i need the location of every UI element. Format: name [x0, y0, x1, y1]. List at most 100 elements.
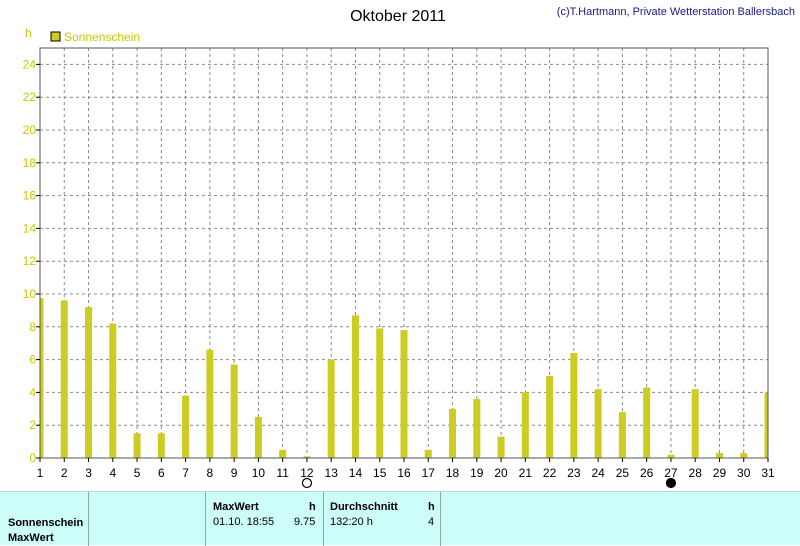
bar	[667, 454, 675, 458]
column-divider	[88, 492, 89, 546]
column-divider	[205, 492, 206, 546]
bar	[473, 398, 481, 458]
x-tick-label: 21	[519, 466, 533, 480]
x-tick-label: 29	[713, 466, 727, 480]
x-tick-label: 3	[85, 466, 92, 480]
x-tick-label: 7	[182, 466, 189, 480]
bar	[327, 359, 335, 458]
avg-header: Durchschnitt	[330, 501, 398, 513]
x-tick-label: 25	[616, 466, 630, 480]
x-tick-label: 22	[543, 466, 557, 480]
chart-title: Oktober 2011	[350, 8, 446, 25]
bar	[376, 328, 384, 458]
x-tick-label: 6	[158, 466, 165, 480]
bar	[643, 387, 651, 458]
bar	[449, 408, 457, 458]
x-tick-label: 13	[325, 466, 339, 480]
x-tick-label: 16	[397, 466, 411, 480]
x-tick-label: 24	[591, 466, 605, 480]
x-tick-label: 17	[422, 466, 436, 480]
bar	[424, 449, 432, 458]
legend-swatch	[50, 31, 61, 42]
max-unit: h	[309, 501, 316, 513]
x-tick-label: 4	[109, 466, 116, 480]
x-tick-label: 18	[446, 466, 460, 480]
moon-phase-markers	[301, 477, 677, 489]
y-tick-label: 2	[29, 418, 36, 432]
bar	[400, 330, 408, 458]
bar	[182, 395, 190, 458]
grid	[40, 48, 768, 458]
x-tick-label: 5	[134, 466, 141, 480]
bar	[618, 412, 626, 458]
bar	[279, 449, 287, 458]
y-tick-label: 18	[23, 156, 37, 170]
x-tick-label: 15	[373, 466, 387, 480]
y-tick-label: 22	[23, 90, 37, 104]
bar	[85, 307, 93, 458]
x-tick-label: 1	[37, 466, 44, 480]
row-label-maxwert: MaxWert	[8, 532, 54, 544]
column-divider	[323, 492, 324, 546]
y-tick-label: 4	[29, 385, 36, 399]
bar	[351, 315, 359, 458]
bar	[40, 298, 44, 458]
x-tick-label: 28	[689, 466, 703, 480]
x-axis-ticks: 1 2 3 4 5 6 7 8 9 10 11 12 13 14 15 16 17 18 19 20 21 22 23 24 2…	[37, 458, 775, 480]
bar	[303, 456, 311, 458]
bar	[570, 353, 578, 458]
sunshine-chart: Oktober 2011 (c)T.Hartmann, Private Wett…	[23, 6, 795, 489]
x-tick-label: 10	[252, 466, 266, 480]
bar	[740, 453, 748, 458]
bar	[230, 364, 238, 458]
x-tick-label: 20	[494, 466, 508, 480]
bar	[157, 433, 165, 458]
bar	[546, 376, 554, 458]
x-tick-label: 23	[567, 466, 581, 480]
x-tick-label: 27	[664, 466, 678, 480]
bar	[109, 323, 117, 458]
bar	[691, 389, 699, 458]
x-tick-label: 26	[640, 466, 654, 480]
column-divider	[440, 492, 441, 546]
bar-series	[40, 298, 768, 458]
max-datetime: 01.10. 18:55	[213, 516, 275, 528]
y-tick-label: 24	[23, 57, 37, 71]
bar	[521, 392, 529, 458]
bar	[133, 433, 141, 458]
y-tick-label: 16	[23, 189, 37, 203]
y-tick-label: 6	[29, 353, 36, 367]
y-axis-unit: h	[25, 26, 32, 40]
avg-unit: h	[428, 501, 435, 513]
x-tick-label: 2	[61, 466, 68, 480]
copyright-text: (c)T.Hartmann, Private Wetterstation Bal…	[557, 6, 795, 18]
max-header: MaxWert	[213, 501, 259, 513]
bar	[254, 417, 262, 458]
x-tick-label: 30	[737, 466, 751, 480]
x-tick-label: 12	[300, 466, 314, 480]
row-label-sunshine: Sonnenschein	[8, 517, 84, 529]
x-tick-label: 31	[761, 466, 775, 480]
legend-label: Sonnenschein	[64, 30, 140, 44]
x-tick-label: 11	[276, 466, 289, 480]
avg-extra: 4	[428, 516, 435, 528]
bar	[715, 453, 723, 458]
y-tick-label: 10	[23, 287, 37, 301]
new-moon-icon	[665, 477, 677, 489]
y-tick-label: 8	[29, 320, 36, 334]
x-tick-label: 8	[207, 466, 214, 480]
y-tick-label: 12	[23, 254, 37, 268]
bar	[764, 392, 768, 458]
y-tick-label: 0	[29, 451, 36, 465]
x-tick-label: 14	[349, 466, 363, 480]
avg-value: 132:20 h	[330, 516, 373, 528]
stats-panel: MaxWert h Durchschnitt h Sonnenschein Ma…	[0, 491, 800, 546]
x-tick-label: 9	[231, 466, 238, 480]
bar	[206, 349, 214, 458]
bar	[594, 389, 602, 458]
max-value: 9.75	[294, 516, 316, 528]
bar	[497, 436, 505, 458]
y-tick-label: 20	[23, 123, 37, 137]
bar	[60, 300, 68, 458]
